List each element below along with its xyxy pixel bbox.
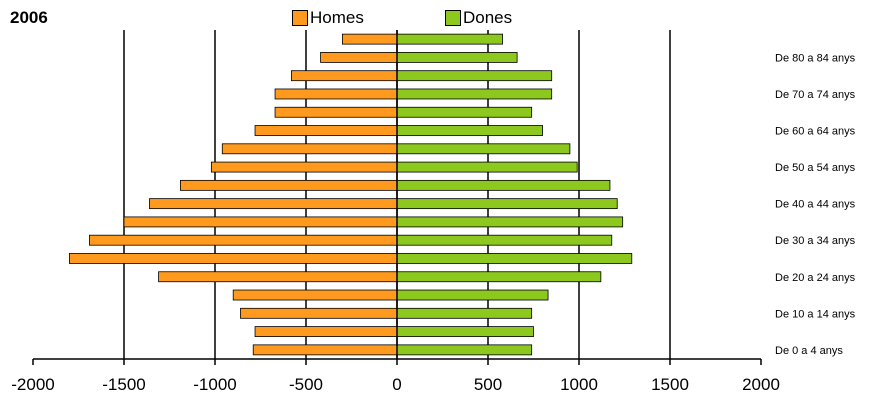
category-label: De 70 a 74 anys — [775, 89, 856, 101]
legend-homes-label: Homes — [310, 8, 364, 27]
bar-homes — [69, 253, 398, 264]
bar-homes — [320, 52, 398, 63]
bar-dones — [396, 307, 533, 319]
x-tick-label: -1500 — [102, 375, 145, 394]
category-label: De 0 a 4 anys — [775, 345, 843, 357]
bar-homes — [291, 70, 398, 82]
bar-dones — [396, 179, 611, 191]
bar-homes — [149, 198, 398, 210]
x-tick-label: -500 — [289, 375, 323, 394]
bar-homes — [123, 216, 398, 228]
bar-dones — [396, 52, 518, 63]
bar-dones — [396, 344, 533, 356]
bar-dones — [396, 271, 602, 283]
bar-homes — [252, 344, 398, 356]
bar-dones — [396, 234, 613, 246]
category-label: De 60 a 64 anys — [775, 126, 856, 138]
x-tick-label: 1500 — [651, 375, 689, 394]
category-label: De 10 a 14 anys — [775, 308, 856, 320]
legend-dones-label: Dones — [463, 8, 513, 27]
bar-homes — [158, 271, 398, 283]
x-tick-label: 0 — [392, 375, 401, 394]
bar-dones — [396, 326, 534, 337]
bar-homes — [180, 179, 398, 191]
bar-homes — [274, 106, 398, 118]
bar-dones — [396, 253, 633, 264]
bar-homes — [89, 234, 398, 246]
x-tick-label: 2000 — [742, 375, 780, 394]
legend-homes-swatch — [292, 10, 308, 26]
bar-dones — [396, 161, 578, 173]
x-tick-label: -2000 — [11, 375, 54, 394]
x-tick-label: 1000 — [560, 375, 598, 394]
x-tick-label: 500 — [474, 375, 502, 394]
legend-dones-swatch — [445, 10, 461, 26]
category-label: De 50 a 54 anys — [775, 162, 856, 174]
bar-dones — [396, 88, 553, 100]
bar-dones — [396, 125, 544, 136]
bar-dones — [396, 198, 618, 210]
bar-dones — [396, 216, 624, 228]
bar-dones — [396, 143, 571, 155]
bar-homes — [240, 307, 398, 319]
chart-title: 2006 — [10, 8, 48, 27]
legend-dones: Dones — [445, 8, 512, 28]
bar-homes — [221, 143, 398, 155]
bar-homes — [254, 326, 398, 337]
bar-dones — [396, 70, 553, 82]
bar-dones — [396, 33, 503, 45]
category-label: De 40 a 44 anys — [775, 199, 856, 211]
bar-homes — [274, 88, 398, 100]
bar-homes — [254, 125, 398, 136]
x-tick-label: -1000 — [193, 375, 236, 394]
category-label: De 80 a 84 anys — [775, 52, 856, 64]
bar-homes — [341, 33, 398, 45]
category-label: De 30 a 34 anys — [775, 235, 856, 247]
category-label: De 20 a 24 anys — [775, 272, 856, 284]
bar-homes — [232, 289, 398, 301]
bar-dones — [396, 289, 549, 301]
bar-dones — [396, 106, 533, 118]
bar-homes — [210, 161, 398, 173]
legend-homes: Homes — [292, 8, 364, 28]
